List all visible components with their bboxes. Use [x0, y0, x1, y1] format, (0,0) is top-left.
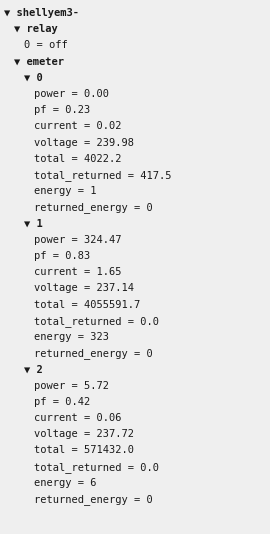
Text: current = 1.65: current = 1.65	[34, 267, 122, 277]
Text: total_returned = 0.0: total_returned = 0.0	[34, 316, 159, 327]
Text: ▼ 2: ▼ 2	[24, 364, 43, 374]
Text: total = 4022.2: total = 4022.2	[34, 154, 122, 164]
Text: total_returned = 0.0: total_returned = 0.0	[34, 461, 159, 473]
Text: energy = 1: energy = 1	[34, 186, 96, 196]
Text: current = 0.02: current = 0.02	[34, 121, 122, 131]
Text: voltage = 237.72: voltage = 237.72	[34, 429, 134, 439]
Text: returned_energy = 0: returned_energy = 0	[34, 494, 153, 505]
Text: pf = 0.23: pf = 0.23	[34, 105, 90, 115]
Text: returned_energy = 0: returned_energy = 0	[34, 348, 153, 359]
Text: energy = 6: energy = 6	[34, 478, 96, 488]
Text: power = 5.72: power = 5.72	[34, 381, 109, 390]
Text: voltage = 239.98: voltage = 239.98	[34, 138, 134, 147]
Text: 0 = off: 0 = off	[24, 41, 68, 50]
Text: total_returned = 417.5: total_returned = 417.5	[34, 170, 171, 181]
Text: current = 0.06: current = 0.06	[34, 413, 122, 423]
Text: ▼ 1: ▼ 1	[24, 218, 43, 229]
Text: voltage = 237.14: voltage = 237.14	[34, 284, 134, 293]
Text: ▼ relay: ▼ relay	[14, 24, 58, 34]
Text: returned_energy = 0: returned_energy = 0	[34, 202, 153, 213]
Text: power = 324.47: power = 324.47	[34, 235, 122, 245]
Text: pf = 0.83: pf = 0.83	[34, 251, 90, 261]
Text: total = 571432.0: total = 571432.0	[34, 445, 134, 456]
Text: total = 4055591.7: total = 4055591.7	[34, 300, 140, 310]
Text: pf = 0.42: pf = 0.42	[34, 397, 90, 407]
Text: energy = 323: energy = 323	[34, 332, 109, 342]
Text: ▼ emeter: ▼ emeter	[14, 57, 64, 67]
Text: ▼ shellyem3-: ▼ shellyem3-	[4, 8, 79, 18]
Text: ▼ 0: ▼ 0	[24, 73, 43, 83]
Text: power = 0.00: power = 0.00	[34, 89, 109, 99]
